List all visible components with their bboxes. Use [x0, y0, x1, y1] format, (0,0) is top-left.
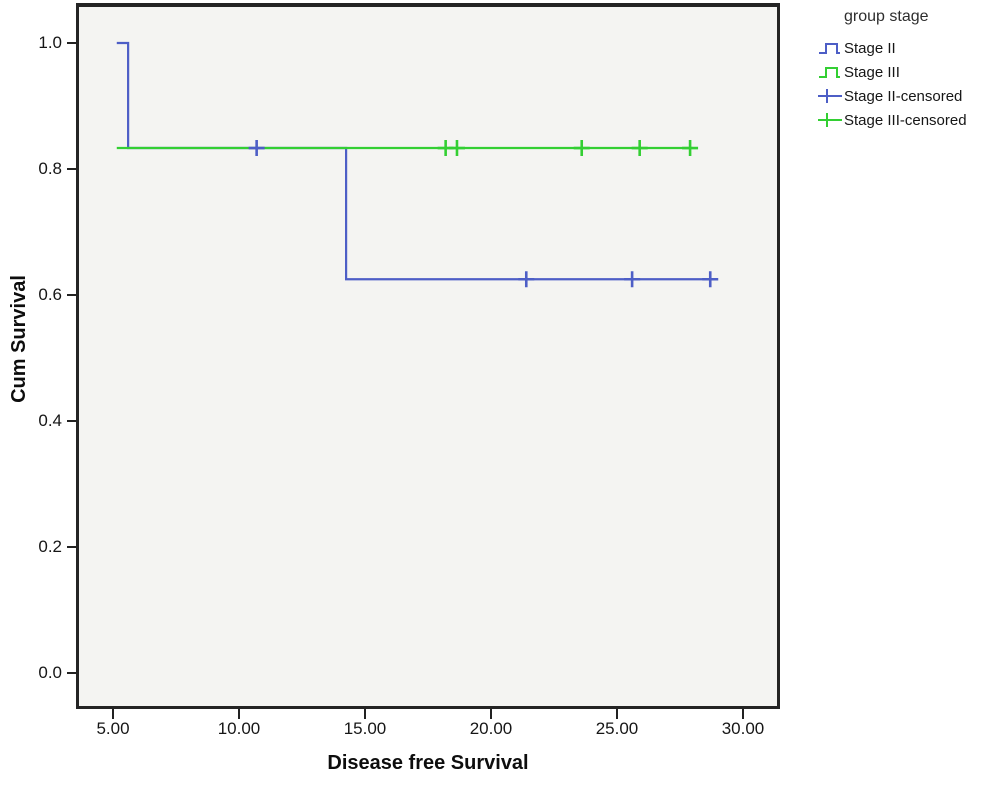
- x-tick-mark: [238, 709, 240, 719]
- legend-item-stage-ii-censored: Stage II-censored: [818, 84, 1000, 108]
- y-tick-label: 0.6: [38, 285, 62, 304]
- legend: group stage Stage II Stage III Stage II-ce…: [818, 8, 1000, 132]
- step-icon: [819, 43, 840, 54]
- y-tick-label: 1.0: [38, 33, 62, 52]
- y-tick-mark: [67, 420, 76, 422]
- y-tick-mark: [67, 168, 76, 170]
- y-axis-title: Cum Survival: [8, 275, 30, 403]
- legend-item-label: Stage III: [844, 63, 900, 81]
- x-tick-mark: [742, 709, 744, 719]
- y-tick-mark: [67, 546, 76, 548]
- plot-area: [76, 3, 780, 709]
- legend-item-label: Stage III-censored: [844, 111, 967, 129]
- x-tick-label: 15.00: [343, 719, 387, 738]
- legend-item-stage-iii-censored: Stage III-censored: [818, 108, 1000, 132]
- x-tick-label: 20.00: [469, 719, 513, 738]
- legend-title: group stage: [844, 8, 929, 25]
- x-tick-label: 30.00: [721, 719, 765, 738]
- x-tick-mark: [364, 709, 366, 719]
- x-tick-mark: [490, 709, 492, 719]
- y-tick-label: 0.0: [38, 663, 62, 682]
- x-tick-mark: [616, 709, 618, 719]
- y-tick-label: 0.8: [38, 159, 62, 178]
- censor-icon: [818, 89, 842, 103]
- y-tick-label: 0.4: [38, 411, 62, 430]
- y-tick-mark: [67, 294, 76, 296]
- censor-icon: [818, 113, 842, 127]
- y-tick-mark: [67, 672, 76, 674]
- y-tick-label: 0.2: [38, 537, 62, 556]
- y-tick-mark: [67, 42, 76, 44]
- legend-item-label: Stage II-censored: [844, 87, 963, 105]
- legend-rows: Stage II Stage III Stage II-censored Stage …: [818, 36, 1000, 132]
- x-tick-label: 10.00: [217, 719, 261, 738]
- legend-item-stage-iii: Stage III: [818, 60, 1000, 84]
- x-tick-label: 5.00: [96, 719, 130, 738]
- x-tick-mark: [112, 709, 114, 719]
- legend-item-label: Stage II: [844, 39, 896, 57]
- legend-item-stage-ii: Stage II: [818, 36, 1000, 60]
- x-tick-label: 25.00: [595, 719, 639, 738]
- step-icon: [819, 67, 840, 78]
- x-axis-title: Disease free Survival: [327, 752, 529, 774]
